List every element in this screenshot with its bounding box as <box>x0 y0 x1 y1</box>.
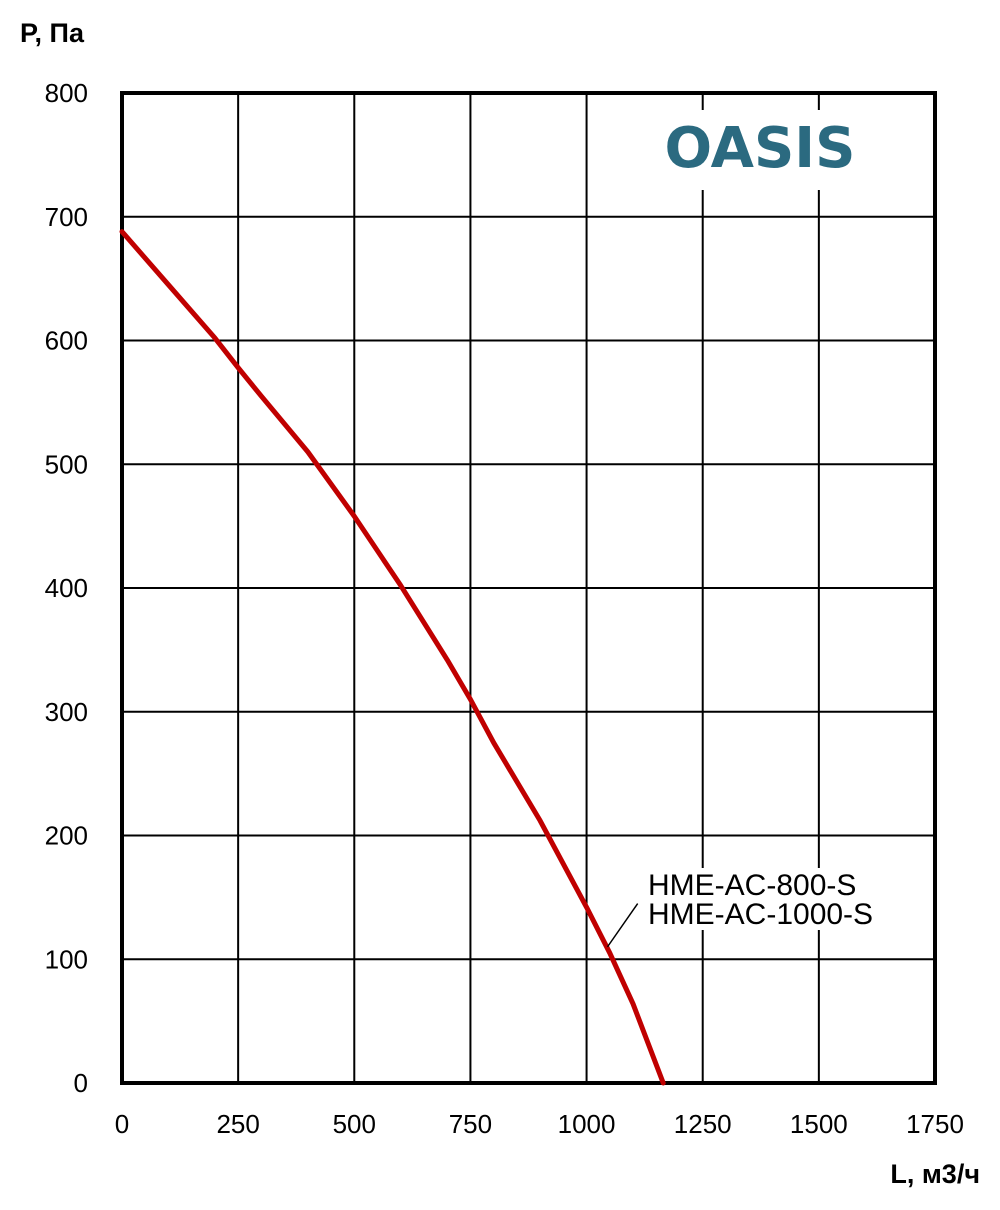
y-tick-label-300: 300 <box>45 697 88 727</box>
x-tick-label-500: 500 <box>333 1109 376 1139</box>
grid-lines <box>121 92 936 1084</box>
y-tick-labels: 0 100 200 300 400 500 600 700 800 <box>45 78 88 1098</box>
plot-frame <box>120 91 937 1085</box>
x-tick-label-0: 0 <box>115 1109 129 1139</box>
x-tick-labels: 0 250 500 750 1000 1250 1500 1750 <box>115 1109 964 1139</box>
x-tick-label-1750: 1750 <box>906 1109 964 1139</box>
y-tick-label-600: 600 <box>45 326 88 356</box>
x-tick-label-1000: 1000 <box>558 1109 616 1139</box>
y-tick-label-700: 700 <box>45 202 88 232</box>
y-tick-label-200: 200 <box>45 821 88 851</box>
y-tick-label-800: 800 <box>45 78 88 108</box>
series-label-background <box>645 868 905 930</box>
series-label-leader-line <box>606 903 639 948</box>
y-tick-label-0: 0 <box>74 1068 88 1098</box>
y-tick-label-500: 500 <box>45 449 88 479</box>
series-label-hme-ac-1000-s: HME-AC-1000-S <box>648 898 873 931</box>
oasis-logo: OASIS <box>665 116 856 181</box>
x-tick-label-1250: 1250 <box>674 1109 732 1139</box>
logo-background <box>655 110 865 190</box>
x-tick-label-250: 250 <box>216 1109 259 1139</box>
x-tick-label-750: 750 <box>449 1109 492 1139</box>
series-line <box>119 229 666 1086</box>
x-axis-title: L, м3/ч <box>890 1159 980 1189</box>
y-tick-label-100: 100 <box>45 944 88 974</box>
x-tick-label-1500: 1500 <box>790 1109 848 1139</box>
y-tick-label-400: 400 <box>45 573 88 603</box>
y-axis-title: P, Па <box>20 18 85 48</box>
series-label-hme-ac-800-s: HME-AC-800-S <box>648 869 856 902</box>
